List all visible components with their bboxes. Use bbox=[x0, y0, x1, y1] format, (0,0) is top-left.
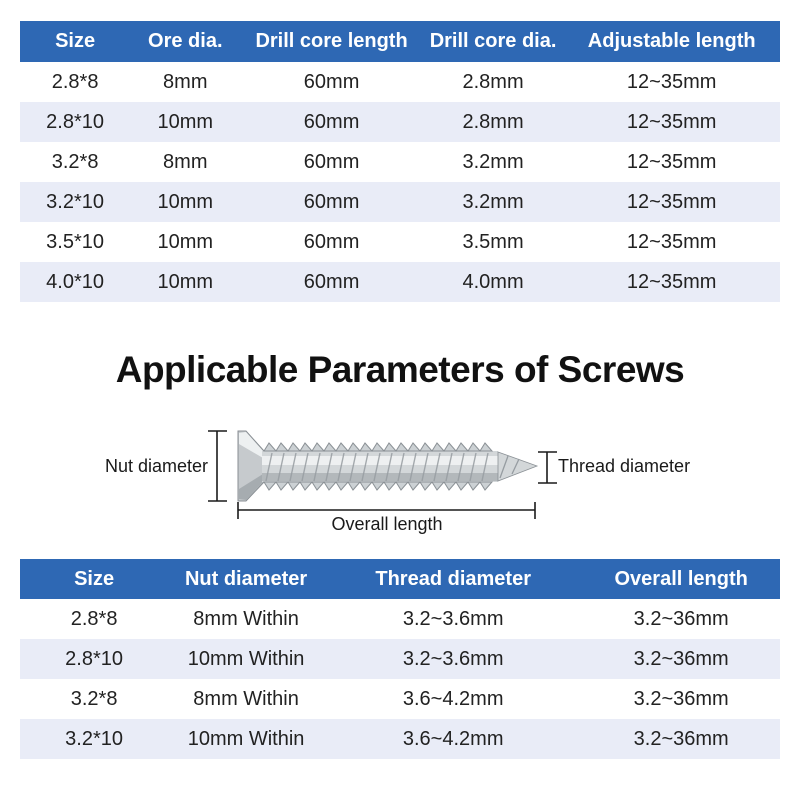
cell-thread-diameter: 3.2~3.6mm bbox=[323, 599, 583, 639]
cell-overall-length: 3.2~36mm bbox=[582, 719, 780, 759]
cell-drill-core-length: 60mm bbox=[240, 222, 423, 262]
cell-adjustable-length: 12~35mm bbox=[563, 142, 780, 182]
cell-drill-core-length: 60mm bbox=[240, 262, 423, 302]
table-header-row: Size Nut diameter Thread diameter Overal… bbox=[20, 559, 780, 599]
column-header-size: Size bbox=[20, 559, 169, 599]
cell-size: 3.2*10 bbox=[20, 719, 169, 759]
cell-drill-core-dia: 4.0mm bbox=[422, 262, 564, 302]
column-header-drill-core-length: Drill core length bbox=[240, 21, 423, 62]
section-title: Applicable Parameters of Screws bbox=[115, 349, 685, 390]
screw-illustration bbox=[208, 430, 557, 519]
cell-adjustable-length: 12~35mm bbox=[563, 182, 780, 222]
cell-ore-dia: 8mm bbox=[130, 62, 241, 102]
cell-ore-dia: 8mm bbox=[130, 142, 241, 182]
nut-diameter-bracket bbox=[208, 430, 227, 502]
cell-size: 2.8*10 bbox=[20, 639, 169, 679]
table-header-row: Size Ore dia. Drill core length Drill co… bbox=[20, 21, 780, 62]
cell-adjustable-length: 12~35mm bbox=[563, 62, 780, 102]
cell-overall-length: 3.2~36mm bbox=[582, 679, 780, 719]
drill-spec-table: Size Ore dia. Drill core length Drill co… bbox=[20, 21, 780, 302]
cell-drill-core-length: 60mm bbox=[240, 102, 423, 142]
table-row: 2.8*8 8mm 60mm 2.8mm 12~35mm bbox=[20, 62, 780, 102]
overall-length-line bbox=[237, 502, 536, 519]
cell-size: 4.0*10 bbox=[20, 262, 131, 302]
table-row: 3.2*8 8mm 60mm 3.2mm 12~35mm bbox=[20, 142, 780, 182]
cell-adjustable-length: 12~35mm bbox=[563, 262, 780, 302]
table-row: 3.2*10 10mm Within 3.6~4.2mm 3.2~36mm bbox=[20, 719, 780, 759]
table-row: 3.2*8 8mm Within 3.6~4.2mm 3.2~36mm bbox=[20, 679, 780, 719]
cell-drill-core-dia: 3.5mm bbox=[422, 222, 564, 262]
table-row: 2.8*10 10mm 60mm 2.8mm 12~35mm bbox=[20, 102, 780, 142]
cell-size: 2.8*8 bbox=[20, 62, 131, 102]
column-header-overall-length: Overall length bbox=[582, 559, 780, 599]
cell-size: 3.2*8 bbox=[20, 679, 169, 719]
cell-adjustable-length: 12~35mm bbox=[563, 102, 780, 142]
screw-diagram: Nut diameter Thread diameter Overall len… bbox=[0, 420, 800, 555]
cell-size: 2.8*10 bbox=[20, 102, 131, 142]
thread-diameter-bracket bbox=[538, 451, 557, 484]
cell-nut-diameter: 10mm Within bbox=[168, 719, 324, 759]
column-header-adjustable-length: Adjustable length bbox=[563, 21, 780, 62]
screw-tip bbox=[497, 451, 539, 482]
column-header-size: Size bbox=[20, 21, 131, 62]
column-header-thread-diameter: Thread diameter bbox=[323, 559, 583, 599]
cell-size: 2.8*8 bbox=[20, 599, 169, 639]
cell-ore-dia: 10mm bbox=[130, 222, 241, 262]
cell-drill-core-dia: 3.2mm bbox=[422, 182, 564, 222]
screw-threads bbox=[263, 442, 494, 491]
table-row: 3.2*10 10mm 60mm 3.2mm 12~35mm bbox=[20, 182, 780, 222]
cell-size: 3.2*8 bbox=[20, 142, 131, 182]
cell-adjustable-length: 12~35mm bbox=[563, 222, 780, 262]
thread-diameter-label: Thread diameter bbox=[558, 456, 691, 476]
cell-drill-core-dia: 2.8mm bbox=[422, 102, 564, 142]
cell-nut-diameter: 8mm Within bbox=[168, 599, 324, 639]
cell-thread-diameter: 3.6~4.2mm bbox=[323, 679, 583, 719]
cell-size: 3.5*10 bbox=[20, 222, 131, 262]
nut-diameter-label: Nut diameter bbox=[104, 456, 208, 476]
table-row: 2.8*10 10mm Within 3.2~3.6mm 3.2~36mm bbox=[20, 639, 780, 679]
cell-overall-length: 3.2~36mm bbox=[582, 599, 780, 639]
column-header-drill-core-dia: Drill core dia. bbox=[422, 21, 564, 62]
cell-drill-core-dia: 2.8mm bbox=[422, 62, 564, 102]
cell-drill-core-length: 60mm bbox=[240, 182, 423, 222]
cell-nut-diameter: 8mm Within bbox=[168, 679, 324, 719]
cell-size: 3.2*10 bbox=[20, 182, 131, 222]
screw-head bbox=[237, 430, 265, 502]
cell-drill-core-dia: 3.2mm bbox=[422, 142, 564, 182]
cell-drill-core-length: 60mm bbox=[240, 62, 423, 102]
table-row: 2.8*8 8mm Within 3.2~3.6mm 3.2~36mm bbox=[20, 599, 780, 639]
column-header-ore-dia: Ore dia. bbox=[130, 21, 241, 62]
column-header-nut-diameter: Nut diameter bbox=[168, 559, 324, 599]
cell-drill-core-length: 60mm bbox=[240, 142, 423, 182]
overall-length-label: Overall length bbox=[331, 514, 443, 534]
table-row: 4.0*10 10mm 60mm 4.0mm 12~35mm bbox=[20, 262, 780, 302]
cell-thread-diameter: 3.2~3.6mm bbox=[323, 639, 583, 679]
cell-ore-dia: 10mm bbox=[130, 182, 241, 222]
cell-ore-dia: 10mm bbox=[130, 102, 241, 142]
cell-nut-diameter: 10mm Within bbox=[168, 639, 324, 679]
cell-ore-dia: 10mm bbox=[130, 262, 241, 302]
cell-overall-length: 3.2~36mm bbox=[582, 639, 780, 679]
table-row: 3.5*10 10mm 60mm 3.5mm 12~35mm bbox=[20, 222, 780, 262]
screw-spec-table: Size Nut diameter Thread diameter Overal… bbox=[20, 559, 780, 759]
cell-thread-diameter: 3.6~4.2mm bbox=[323, 719, 583, 759]
